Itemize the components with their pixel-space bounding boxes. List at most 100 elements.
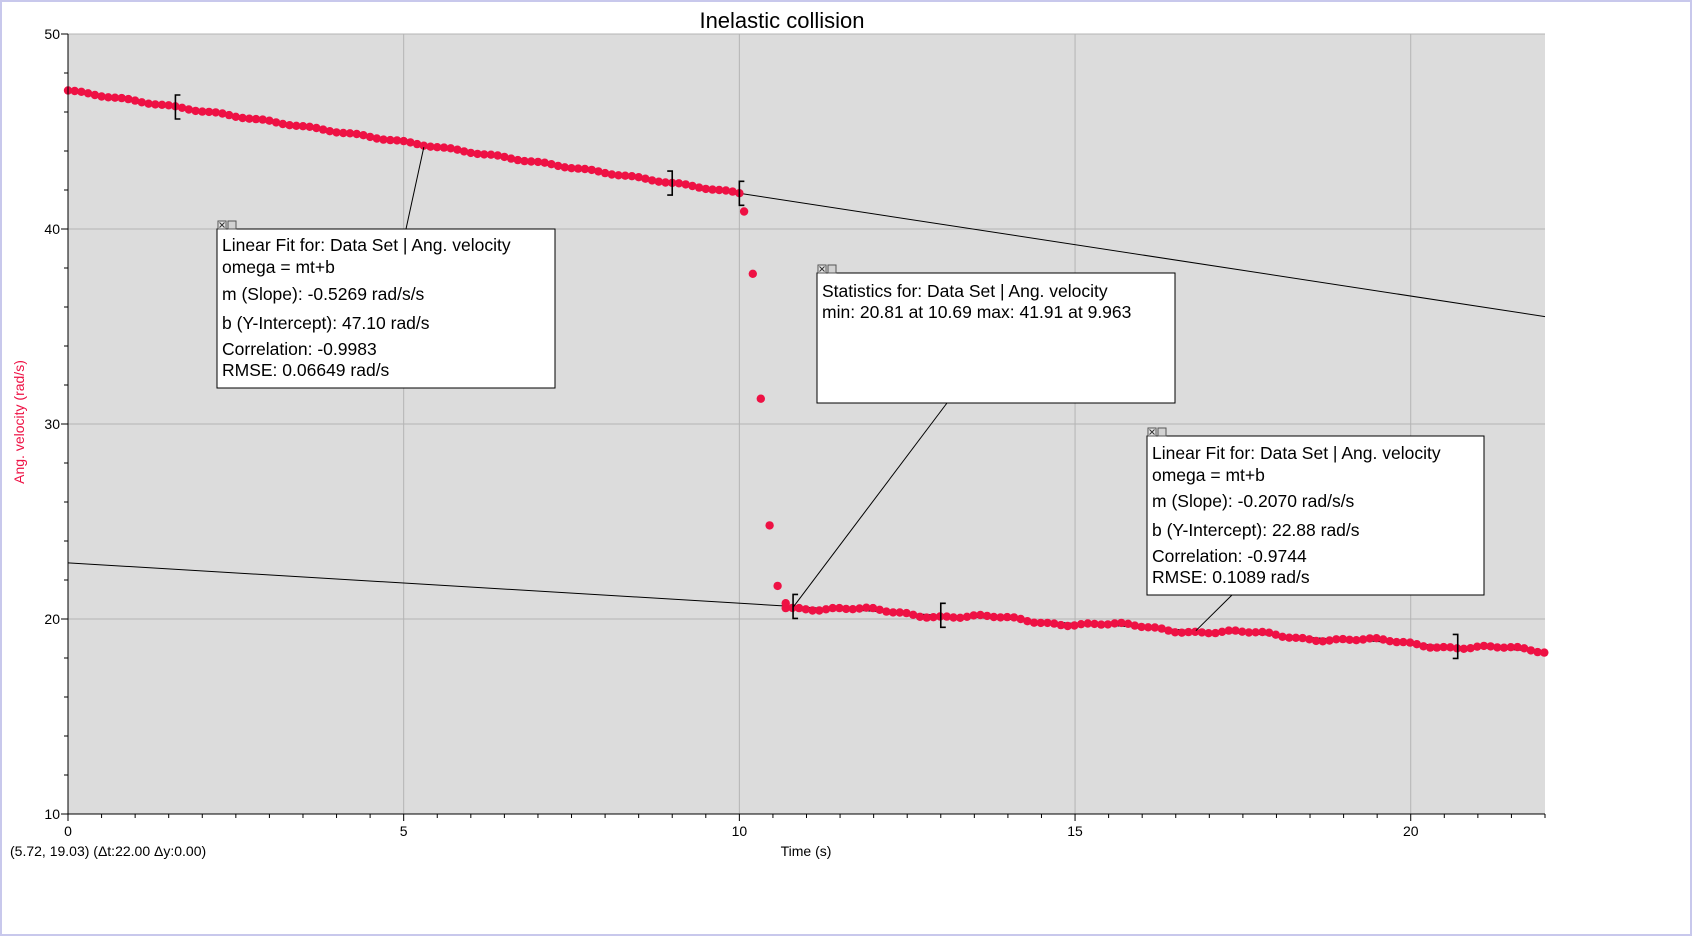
data-point[interactable]: [238, 113, 247, 123]
data-point[interactable]: [701, 184, 710, 194]
data-point[interactable]: [1003, 612, 1012, 622]
data-point[interactable]: [446, 144, 455, 153]
data-point[interactable]: [862, 603, 871, 612]
data-point[interactable]: [1298, 633, 1307, 643]
data-point[interactable]: [117, 93, 126, 103]
data-point[interactable]: [721, 186, 731, 195]
data-point[interactable]: [144, 99, 153, 108]
data-point[interactable]: [1446, 643, 1455, 652]
data-point[interactable]: [1271, 630, 1281, 639]
data-point[interactable]: [486, 150, 496, 159]
data-point[interactable]: [882, 607, 891, 616]
data-point[interactable]: [520, 156, 529, 166]
data-point[interactable]: [1211, 628, 1220, 638]
data-point[interactable]: [1244, 628, 1254, 637]
data-point[interactable]: [781, 599, 790, 608]
data-point[interactable]: [848, 605, 857, 614]
data-point[interactable]: [594, 167, 603, 176]
data-point[interactable]: [922, 613, 931, 622]
data-point[interactable]: [1291, 633, 1301, 642]
data-point[interactable]: [124, 94, 133, 104]
data-point[interactable]: [962, 612, 972, 621]
data-point[interactable]: [773, 581, 782, 591]
options-icon[interactable]: [827, 264, 837, 274]
data-point[interactable]: [258, 115, 267, 124]
data-point[interactable]: [1439, 642, 1448, 652]
data-point[interactable]: [1070, 621, 1079, 630]
data-point[interactable]: [1533, 647, 1542, 657]
data-point[interactable]: [245, 114, 254, 123]
data-point[interactable]: [641, 174, 650, 183]
data-point[interactable]: [567, 164, 576, 173]
range-bracket[interactable]: [792, 593, 799, 620]
data-point[interactable]: [211, 108, 220, 117]
data-point[interactable]: [748, 269, 757, 278]
data-point[interactable]: [765, 521, 774, 530]
data-point[interactable]: [1499, 643, 1509, 652]
range-bracket[interactable]: [667, 170, 674, 196]
data-point[interactable]: [821, 605, 831, 614]
data-point[interactable]: [198, 107, 207, 116]
data-point[interactable]: [828, 603, 837, 613]
range-bracket[interactable]: [1452, 633, 1459, 660]
options-icon[interactable]: [227, 220, 237, 230]
data-point[interactable]: [1311, 636, 1321, 646]
data-point[interactable]: [1513, 642, 1522, 652]
data-point[interactable]: [1029, 618, 1039, 627]
data-point[interactable]: [1520, 644, 1529, 653]
data-point[interactable]: [982, 611, 992, 621]
data-point[interactable]: [1056, 620, 1066, 630]
range-bracket[interactable]: [738, 180, 745, 207]
data-point[interactable]: [1405, 638, 1415, 647]
data-point[interactable]: [574, 164, 583, 173]
data-point[interactable]: [1164, 626, 1173, 635]
data-point[interactable]: [386, 135, 395, 145]
data-point[interactable]: [728, 187, 737, 196]
data-point[interactable]: [969, 611, 978, 620]
data-point[interactable]: [929, 613, 938, 622]
data-point[interactable]: [547, 160, 556, 169]
data-point[interactable]: [1540, 648, 1549, 657]
data-point[interactable]: [1318, 637, 1328, 646]
data-point[interactable]: [1432, 643, 1442, 652]
data-point[interactable]: [661, 178, 670, 187]
data-point[interactable]: [956, 613, 965, 622]
data-point[interactable]: [855, 604, 864, 613]
data-point[interactable]: [318, 125, 328, 134]
data-point[interactable]: [1217, 627, 1227, 636]
data-point[interactable]: [251, 114, 261, 124]
data-point[interactable]: [292, 121, 301, 130]
data-point[interactable]: [1224, 626, 1234, 635]
data-point[interactable]: [1526, 646, 1536, 655]
data-point[interactable]: [996, 613, 1005, 622]
data-point[interactable]: [1358, 635, 1368, 644]
data-point[interactable]: [815, 606, 824, 615]
data-point[interactable]: [1251, 628, 1260, 637]
data-point[interactable]: [902, 608, 911, 618]
statistics-box[interactable]: Statistics for: Data Set | Ang. velocity…: [816, 264, 1176, 404]
data-point[interactable]: [191, 106, 200, 116]
data-point[interactable]: [1285, 633, 1294, 642]
data-point[interactable]: [439, 143, 449, 152]
data-point[interactable]: [164, 101, 173, 110]
data-point[interactable]: [1352, 636, 1361, 645]
data-point[interactable]: [533, 157, 543, 167]
data-point[interactable]: [271, 118, 281, 127]
data-point[interactable]: [224, 110, 234, 120]
data-point[interactable]: [1385, 637, 1395, 646]
data-point[interactable]: [1459, 644, 1469, 653]
data-point[interactable]: [607, 170, 616, 179]
data-point[interactable]: [1204, 629, 1213, 638]
data-point[interactable]: [1023, 617, 1032, 626]
data-point[interactable]: [104, 93, 113, 102]
data-point[interactable]: [1043, 618, 1052, 628]
data-point[interactable]: [130, 96, 140, 105]
data-point[interactable]: [305, 122, 314, 131]
data-point[interactable]: [298, 122, 308, 131]
data-point[interactable]: [527, 157, 536, 166]
data-point[interactable]: [621, 171, 630, 180]
data-point[interactable]: [989, 612, 998, 622]
annotation-panel[interactable]: [216, 228, 556, 389]
data-point[interactable]: [1016, 614, 1025, 624]
